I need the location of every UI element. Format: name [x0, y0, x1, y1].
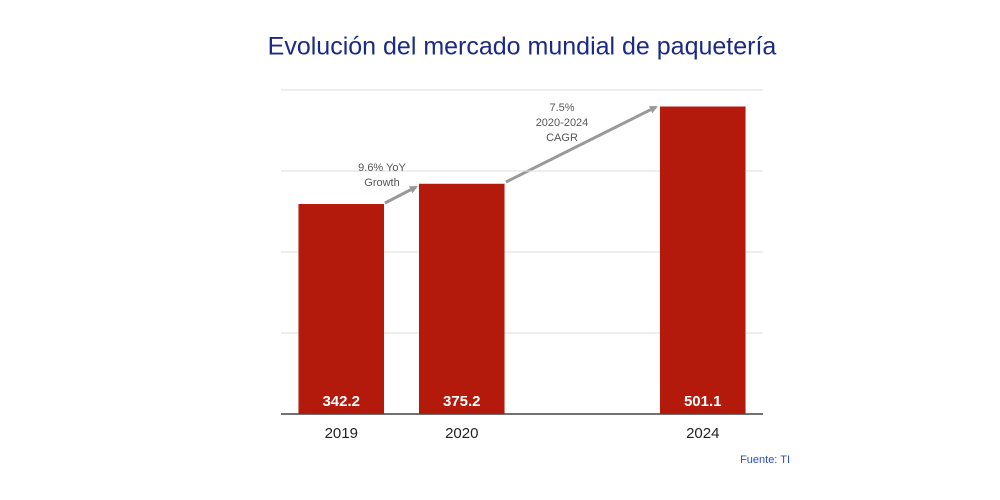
x-tick-label: 2024: [686, 425, 719, 442]
annotation: 9.6% YoY: [358, 162, 406, 174]
annotation: Growth: [364, 177, 399, 189]
x-tick-label: 2019: [325, 425, 358, 442]
data-label: 342.2: [322, 393, 360, 410]
data-label: 501.1: [684, 393, 722, 410]
bar: [659, 106, 746, 414]
x-tick-label: 2020: [445, 425, 478, 442]
chart-title: Evolución del mercado mundial de paquete…: [268, 33, 777, 61]
annotation: 7.5%: [549, 102, 574, 114]
arrow: [384, 185, 418, 205]
source: Fuente: TI: [740, 454, 790, 466]
arrow: [505, 105, 658, 184]
annotation: 2020-2024: [536, 117, 589, 129]
annotation: CAGR: [546, 132, 578, 144]
data-label: 375.2: [443, 393, 481, 410]
bar: [418, 183, 505, 414]
bar: [298, 204, 385, 414]
